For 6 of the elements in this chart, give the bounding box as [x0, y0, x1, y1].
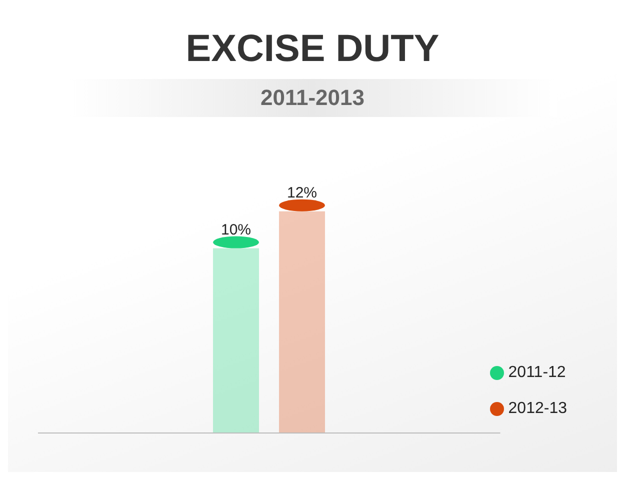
data-label: 10%: [220, 221, 252, 238]
data-label: 12%: [286, 184, 318, 202]
legend-label: 2011-12: [508, 364, 566, 381]
chart-title: EXCISE DUTY: [184, 27, 440, 71]
chart-subtitle: 2011-2013: [68, 79, 557, 117]
legend-label: 2012-13: [508, 400, 567, 417]
